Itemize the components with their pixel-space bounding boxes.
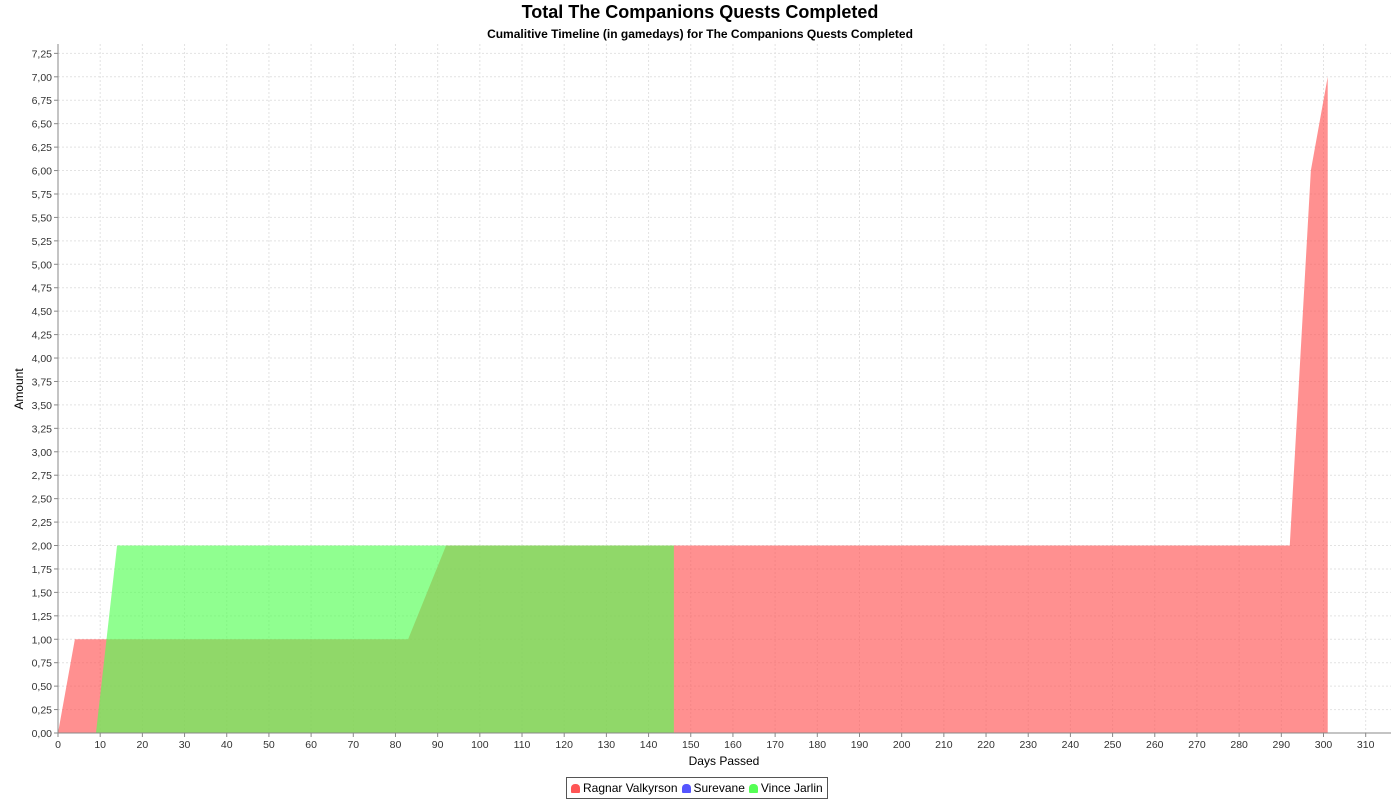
y-tick-label: 1,25 bbox=[32, 611, 53, 623]
chart-title: Total The Companions Quests Completed bbox=[521, 2, 879, 22]
y-tick-label: 2,00 bbox=[32, 541, 53, 553]
y-tick-label: 5,00 bbox=[32, 259, 53, 271]
legend: Ragnar Valkyrson Surevane Vince Jarlin bbox=[566, 777, 828, 799]
x-tick-label: 210 bbox=[935, 739, 953, 751]
x-tick-label: 70 bbox=[347, 739, 359, 751]
y-tick-label: 6,50 bbox=[32, 119, 53, 131]
legend-item: Surevane bbox=[681, 781, 745, 795]
x-tick-label: 190 bbox=[851, 739, 869, 751]
x-tick-label: 230 bbox=[1019, 739, 1037, 751]
x-tick-label: 200 bbox=[893, 739, 911, 751]
y-tick-label: 3,50 bbox=[32, 400, 53, 412]
y-tick-label: 0,50 bbox=[32, 681, 53, 693]
x-tick-label: 120 bbox=[555, 739, 573, 751]
y-tick-label: 4,75 bbox=[32, 283, 53, 295]
x-tick-label: 110 bbox=[514, 739, 531, 751]
x-tick-label: 310 bbox=[1357, 739, 1375, 751]
x-tick-label: 0 bbox=[55, 739, 61, 751]
y-tick-label: 1,75 bbox=[32, 564, 53, 576]
legend-swatch bbox=[571, 783, 580, 793]
y-tick-label: 0,00 bbox=[32, 728, 53, 740]
y-tick-label: 6,25 bbox=[32, 142, 53, 154]
y-tick-label: 6,75 bbox=[32, 95, 53, 107]
legend-label: Ragnar Valkyrson bbox=[583, 781, 678, 795]
chart-subtitle: Cumalitive Timeline (in gamedays) for Th… bbox=[487, 27, 913, 41]
x-tick-label: 170 bbox=[766, 739, 784, 751]
x-tick-label: 90 bbox=[432, 739, 444, 751]
area-series-vince-jarlin bbox=[95, 545, 674, 733]
y-tick-label: 3,75 bbox=[32, 376, 53, 388]
x-tick-label: 60 bbox=[305, 739, 317, 751]
x-tick-label: 100 bbox=[471, 739, 489, 751]
x-tick-label: 240 bbox=[1062, 739, 1080, 751]
x-tick-label: 20 bbox=[137, 739, 149, 751]
legend-swatch bbox=[748, 783, 758, 793]
x-tick-label: 80 bbox=[390, 739, 402, 751]
x-tick-label: 50 bbox=[263, 739, 275, 751]
x-tick-label: 30 bbox=[179, 739, 191, 751]
y-tick-label: 5,25 bbox=[32, 236, 53, 248]
y-tick-label: 0,25 bbox=[32, 705, 53, 717]
legend-item: Vince Jarlin bbox=[748, 781, 823, 795]
y-tick-label: 2,50 bbox=[32, 494, 53, 506]
y-tick-label: 5,75 bbox=[32, 189, 53, 201]
y-tick-label: 7,00 bbox=[32, 72, 53, 84]
y-tick-label: 1,50 bbox=[32, 587, 53, 599]
y-tick-label: 6,00 bbox=[32, 166, 53, 178]
y-tick-label: 4,25 bbox=[32, 330, 53, 342]
x-tick-label: 130 bbox=[598, 739, 616, 751]
x-tick-label: 270 bbox=[1188, 739, 1206, 751]
x-axis-label: Days Passed bbox=[689, 754, 760, 768]
x-tick-label: 40 bbox=[221, 739, 233, 751]
legend-swatch bbox=[681, 783, 691, 793]
x-tick-label: 290 bbox=[1273, 739, 1291, 751]
area-series-ragnar-valkyrson bbox=[58, 76, 1328, 733]
y-tick-label: 2,75 bbox=[32, 470, 53, 482]
x-tick-label: 250 bbox=[1104, 739, 1122, 751]
y-tick-label: 7,25 bbox=[32, 48, 53, 60]
x-tick-label: 160 bbox=[724, 739, 742, 751]
x-tick-label: 150 bbox=[682, 739, 700, 751]
y-tick-label: 5,50 bbox=[32, 212, 53, 224]
x-tick-label: 260 bbox=[1146, 739, 1164, 751]
y-tick-label: 3,00 bbox=[32, 447, 53, 459]
y-tick-label: 3,25 bbox=[32, 423, 53, 435]
legend-label: Vince Jarlin bbox=[760, 781, 823, 795]
x-tick-label: 220 bbox=[977, 739, 995, 751]
y-tick-label: 4,00 bbox=[32, 353, 53, 365]
x-tick-label: 140 bbox=[640, 739, 658, 751]
x-tick-label: 180 bbox=[809, 739, 827, 751]
x-tick-label: 280 bbox=[1230, 739, 1248, 751]
y-tick-label: 4,50 bbox=[32, 306, 53, 318]
y-tick-label: 1,00 bbox=[32, 634, 53, 646]
x-tick-label: 300 bbox=[1315, 739, 1333, 751]
y-tick-label: 2,25 bbox=[32, 517, 53, 529]
legend-item: Ragnar Valkyrson bbox=[571, 781, 678, 795]
legend-label: Surevane bbox=[693, 781, 745, 795]
y-axis-label: Amount bbox=[12, 368, 26, 410]
y-tick-label: 0,75 bbox=[32, 658, 53, 670]
x-tick-label: 10 bbox=[94, 739, 106, 751]
